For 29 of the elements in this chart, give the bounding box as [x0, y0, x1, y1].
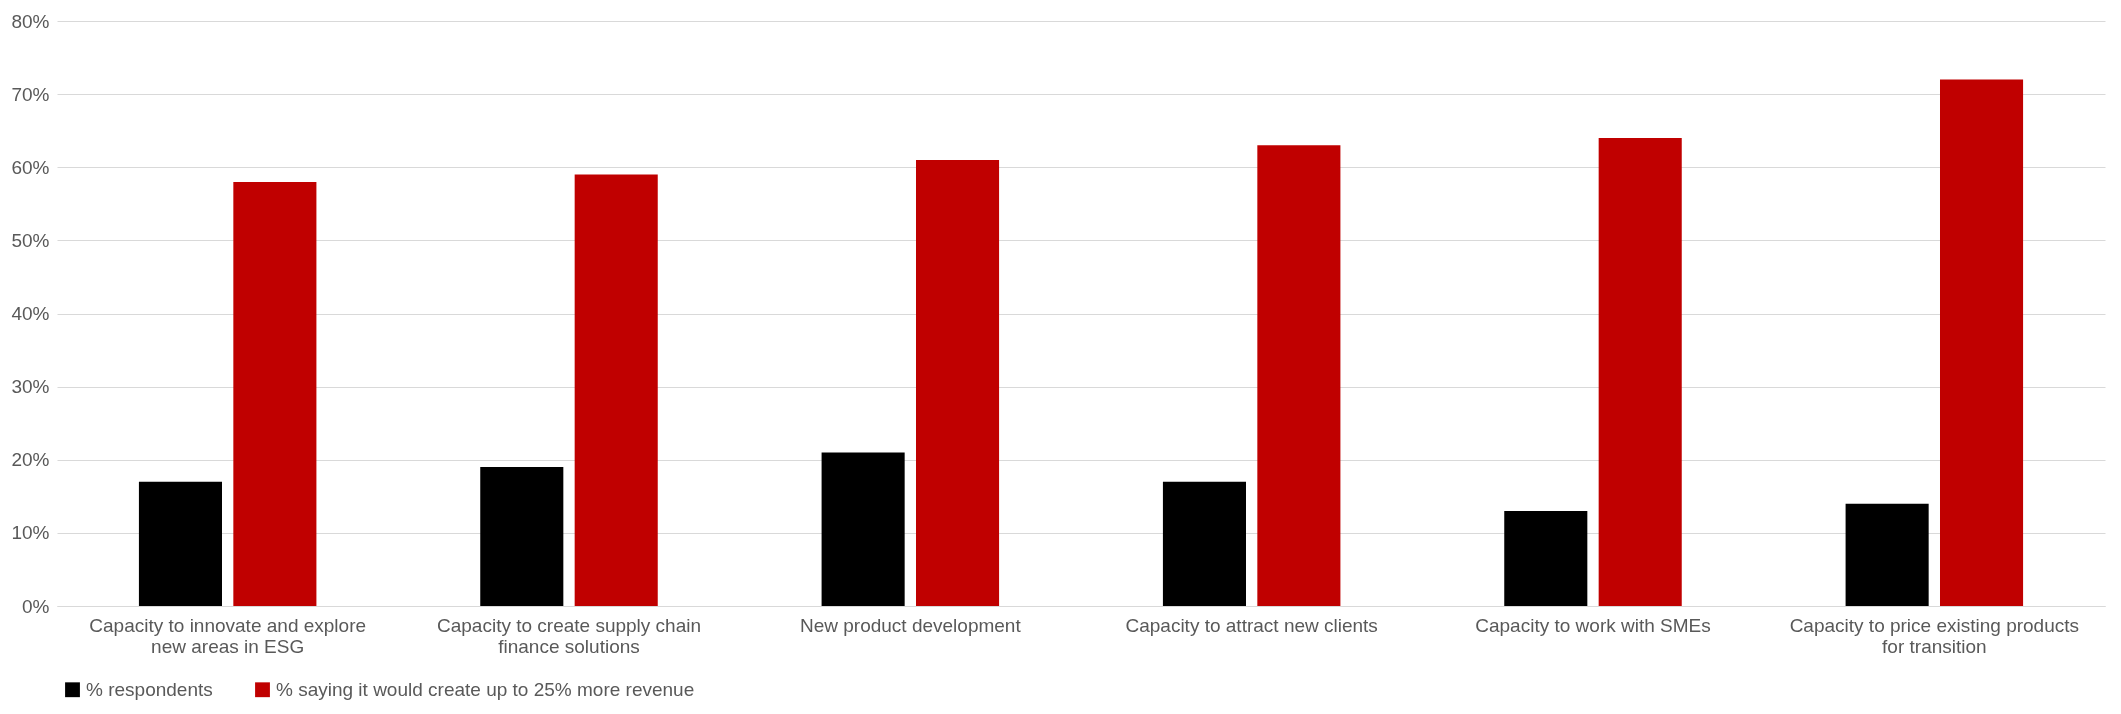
x-tick-label: Capacity to attract new clients [1125, 614, 1378, 636]
y-tick-label: 0% [22, 595, 50, 617]
bar [821, 452, 905, 606]
y-tick-label: 40% [11, 303, 50, 324]
x-tick-label: Capacity to price existing products for transition [1789, 614, 2080, 657]
x-tick-label: Capacity to innovate and explore new areas in ESG [89, 614, 367, 657]
bar [1257, 145, 1341, 606]
bar [1940, 79, 2024, 606]
legend-label: % respondents [86, 678, 213, 700]
bar [1598, 138, 1682, 606]
bar [1504, 510, 1588, 606]
legend-label: % saying it would create up to 25% more revenue [276, 678, 695, 700]
y-tick-label: 10% [11, 522, 50, 544]
y-tick-label: 20% [11, 449, 50, 471]
y-tick-label: 60% [11, 156, 50, 178]
bar [480, 467, 564, 606]
bar [138, 481, 222, 606]
bar [916, 159, 1000, 606]
y-tick-label: 70% [11, 83, 50, 105]
bar [233, 181, 317, 606]
x-tick-label: New product development [799, 614, 1022, 636]
y-tick-label: 30% [11, 376, 50, 398]
y-tick-label: 50% [11, 229, 50, 251]
x-tick-label: Capacity to create supply chain finance solutions [436, 614, 702, 657]
bar [574, 174, 658, 606]
x-tick-label: Capacity to work with SMEs [1475, 614, 1711, 636]
y-tick-label: 80% [11, 10, 50, 32]
bar [1162, 481, 1246, 606]
bar [1845, 503, 1929, 606]
